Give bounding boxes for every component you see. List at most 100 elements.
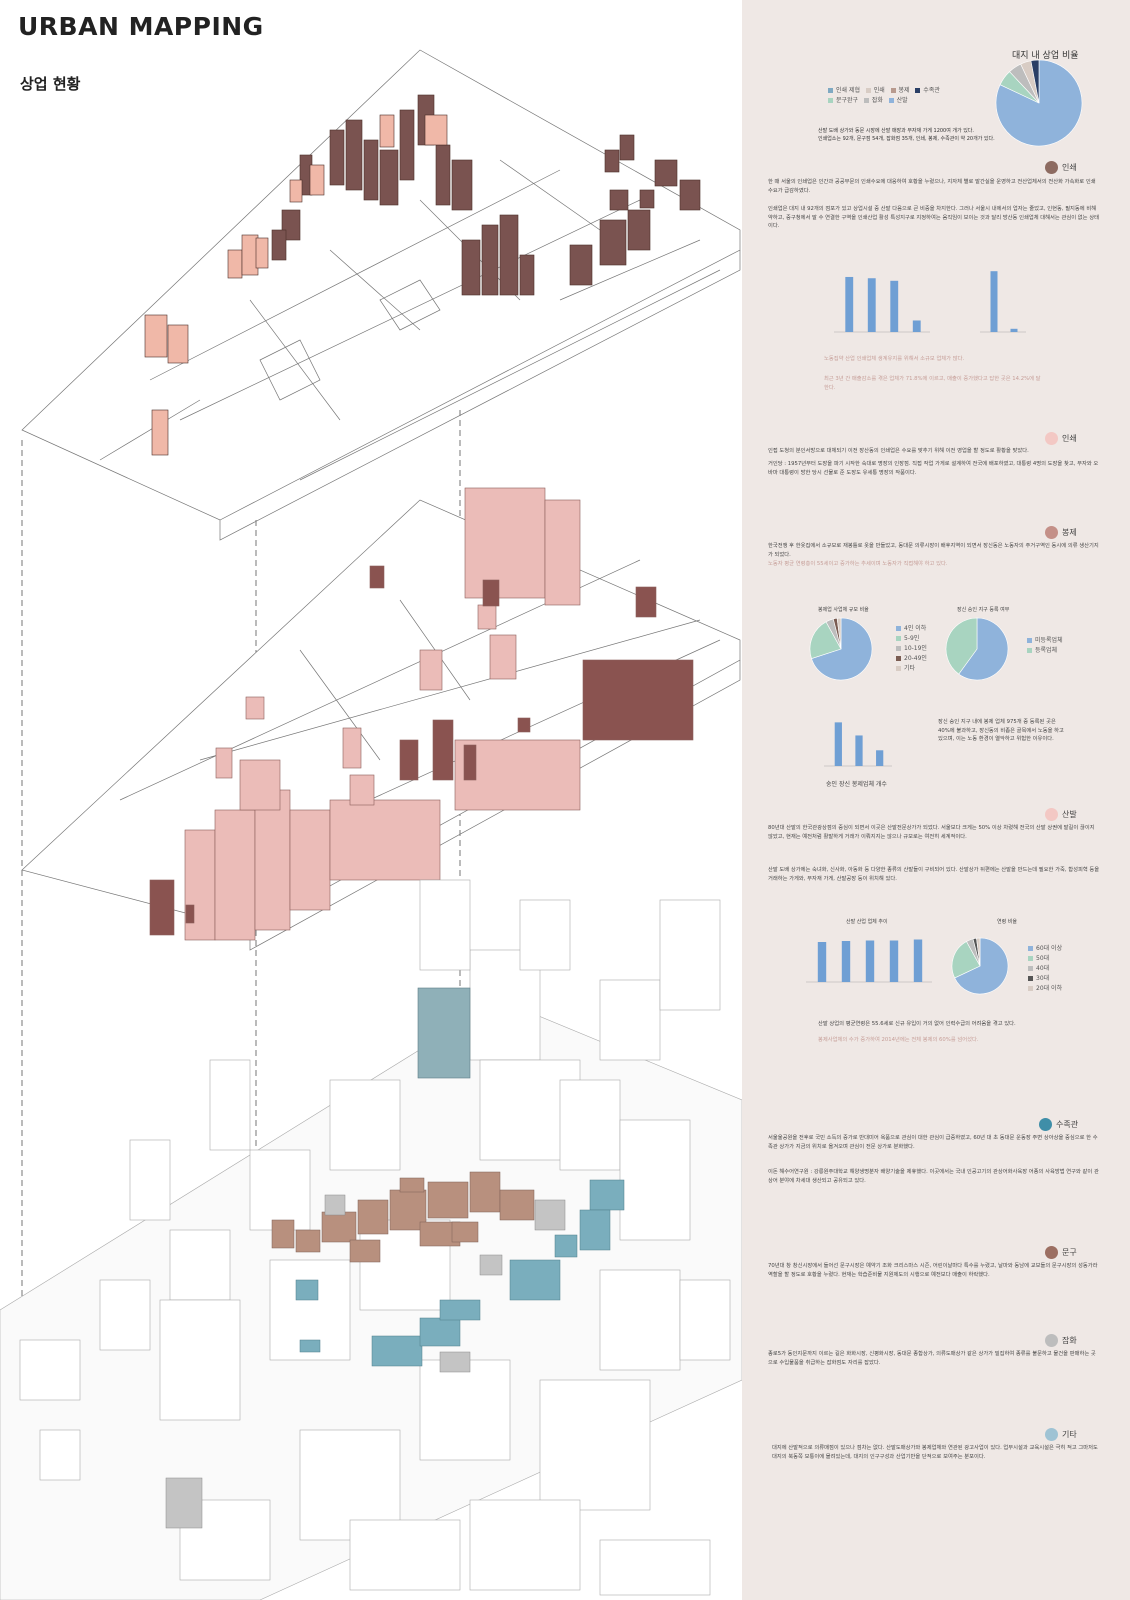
etc-dot-icon	[1045, 1428, 1058, 1441]
legend-item: 문구완구	[828, 97, 858, 104]
bar	[865, 940, 875, 982]
legend-item: 4인 이하	[896, 624, 927, 634]
legend-item: 40대	[1028, 964, 1062, 974]
sewing-bar-title: 숭인 장신 봉제업체 개수	[826, 781, 887, 788]
section-sewing-text-3: 장신 숭인 지구 내에 봉제 업체 975개 중 등록된 곳은 40%에 불과하…	[938, 719, 1064, 742]
bar	[845, 276, 854, 332]
sanbal-bar-title: 산발 산업 업체 추이	[846, 919, 888, 925]
print-bar-chart-1	[834, 276, 930, 333]
sewing-pie-1-legend: 4인 이하 5-9인 10-19인 20-49인 기타	[896, 624, 927, 674]
main-pie-note: 산발 도배 상가와 동문 시장에 산발 매장과 부자재 가게 1200여 개가 …	[818, 128, 995, 142]
section-sanbal-text-2: 산발 도배 상가에는 숙녀화, 신사화, 아동화 등 다양한 종류의 산발들이 …	[768, 867, 1100, 882]
section-sanbal-text-4: 봉제사업체의 수가 증가하여 2014년에는 전체 봉제의 60%를 넘어섰다.	[818, 1037, 979, 1043]
bar	[834, 722, 842, 766]
sanbal-pie-chart	[951, 937, 1009, 995]
legend-item: 수족관	[915, 87, 940, 94]
legend-item: 10-19인	[896, 644, 927, 654]
pie-slice	[958, 617, 1009, 681]
legend-item: 5-9인	[896, 634, 927, 644]
pie-slice	[954, 937, 1009, 995]
sanbal-dot-icon	[1045, 808, 1058, 821]
legend-item: 20-49인	[896, 654, 927, 664]
bar	[841, 941, 851, 982]
section-aquarium-header: 수족관	[1039, 1118, 1078, 1131]
pie-slice	[809, 621, 842, 659]
section-print-header: 인쇄	[1045, 161, 1077, 174]
section-aquarium-text-1: 서울울공원을 전후로 국민 소득의 증가로 반대미어 욕품으로 관심이 대한 관…	[768, 1135, 1098, 1150]
legend-item: 기타	[896, 664, 927, 674]
pie-slice	[836, 617, 842, 650]
section-etc-header: 기타	[1045, 1428, 1077, 1441]
seal-dot-icon	[1045, 432, 1058, 445]
section-stationery-text-1: 70년대 창 창신시장에서 들어선 문구시장은 예약기 조화 크리스마스 시즌,…	[768, 1263, 1098, 1278]
section-aquarium-text-2: 이돈 해수어연구원 : 강릉원주대학교 해양생명분자 배양기술을 제휴했다. 이…	[768, 1169, 1099, 1184]
pie-slice	[1030, 59, 1040, 104]
layer-bottom-city	[0, 879, 742, 1600]
section-seal-header: 인쇄	[1045, 432, 1077, 445]
bar	[867, 278, 876, 332]
info-panel: 대지 내 상업 비율 인쇄 제협 인쇄 봉제 수족관 문구완구 잡화 산발 산발…	[742, 0, 1130, 1600]
legend-item: 산발	[888, 97, 908, 104]
main-pie-chart	[995, 59, 1083, 147]
sanbal-pie-title: 연령 비율	[997, 919, 1017, 925]
sewing-pie-1-title: 봉제업 사업체 규모 비율	[818, 607, 869, 613]
section-etc-text-1: 대지에 산발적으로 의류매점이 있으나 점차는 없다. 산발도매상가와 봉제업체…	[772, 1445, 1098, 1460]
sanbal-pie-legend: 60대 이상 50대 40대 30대 20대 이하	[1028, 944, 1062, 994]
legend-item: 봉제	[890, 87, 910, 94]
legend-item: 미등록업체	[1027, 636, 1063, 646]
axonometric-drawings	[0, 49, 742, 1600]
legend-item: 30대	[1028, 974, 1062, 984]
page-subtitle: 상업 현황	[20, 75, 81, 93]
sewing-pie-2-legend: 미등록업체 등록업체	[1027, 636, 1063, 656]
section-sewing-text-1: 한국전쟁 후 한옷집에서 소규모로 재봉틀로 옷을 만들었고, 동대문 의류시장…	[768, 543, 1099, 558]
bar	[889, 940, 899, 982]
section-seal-text-2: 거인당 : 1957년부터 도장을 파기 시작한 숙대로 명장의 인장점. 직접…	[768, 461, 1099, 476]
legend-item: 등록업체	[1027, 646, 1063, 656]
goods-dot-icon	[1045, 1334, 1058, 1347]
legend-item: 인쇄 제협	[828, 87, 860, 94]
main-pie-legend: 인쇄 제협 인쇄 봉제 수족관 문구완구 잡화 산발	[828, 86, 988, 106]
page-title: URBAN MAPPING	[18, 12, 264, 41]
pie-slice	[945, 617, 978, 675]
legend-item: 20대 이하	[1028, 984, 1062, 994]
section-sanbal-header: 산발	[1045, 808, 1077, 821]
sewing-bar-chart	[824, 722, 892, 767]
section-sanbal-text-1: 80년대 산발의 한국관광상점의 중심이 되면서 이곳은 산발전문상가가 되었다…	[768, 825, 1095, 840]
layer-middle-buildings	[149, 487, 694, 941]
legend-item: 50대	[1028, 954, 1062, 964]
section-sanbal-text-3: 산발 상업의 평균연령은 55.6세로 신규 유입이 거의 없어 인력수급의 어…	[818, 1021, 1016, 1027]
section-print-text-3: 노동집약 산업 인쇄업체 생계유지를 위해서 소규모 업체가 많다.	[824, 356, 965, 362]
sewing-pie-chart-2	[945, 617, 1009, 681]
section-goods-text-1: 종로5가 동인지문까지 이르는 길은 화화시장, 신평화시장, 동대문 종합상가…	[768, 1351, 1096, 1366]
bar	[817, 942, 827, 982]
print-dot-icon	[1045, 161, 1058, 174]
section-print-text-1: 한 때 서울의 인쇄업은 인간과 공공부문의 인쇄수요에 대응하여 호황을 누렸…	[768, 179, 1096, 194]
bar	[912, 320, 921, 332]
layer-top-buildings	[144, 94, 701, 456]
section-print-text-4: 최근 3년 간 매출감소를 겪은 업체가 71.8%에 이르고, 매출이 증가했…	[824, 376, 1041, 391]
pie-slice	[976, 937, 981, 967]
sanbal-bar-chart	[806, 939, 932, 983]
layer-top-site	[21, 49, 741, 541]
bar	[876, 750, 884, 766]
section-goods-header: 잡화	[1045, 1334, 1077, 1347]
layer-bottom-highlights	[165, 1171, 625, 1529]
legend-item: 잡화	[863, 97, 883, 104]
section-print-text-2: 인쇄업은 대지 내 92개의 점포가 있고 상업시설 중 산발 다음으로 큰 비…	[768, 206, 1099, 229]
main-pie-title: 대지 내 상업 비율	[1012, 51, 1079, 61]
sewing-dot-icon	[1045, 526, 1058, 539]
aquarium-dot-icon	[1039, 1118, 1052, 1131]
legend-item: 60대 이상	[1028, 944, 1062, 954]
section-seal-text-1: 인접 도청의 분인서방으로 대체되기 이전 장산동의 인쇄업은 수요를 맞추기 …	[768, 448, 1029, 454]
bar	[990, 271, 998, 332]
section-sewing-header: 봉제	[1045, 526, 1077, 539]
bar	[1010, 328, 1018, 332]
pie-slice	[811, 617, 873, 681]
sewing-pie-2-title: 장신 숭인 지구 등록 여부	[957, 607, 1010, 613]
bar	[913, 939, 923, 982]
section-sewing-text-2: 노동자 평균 연령층이 55세이고 증가하는 추세이며 노동자가 직접해야 하고…	[768, 561, 948, 567]
pie-slice	[951, 941, 981, 979]
section-stationery-header: 문구	[1045, 1246, 1077, 1259]
bar	[855, 735, 863, 766]
